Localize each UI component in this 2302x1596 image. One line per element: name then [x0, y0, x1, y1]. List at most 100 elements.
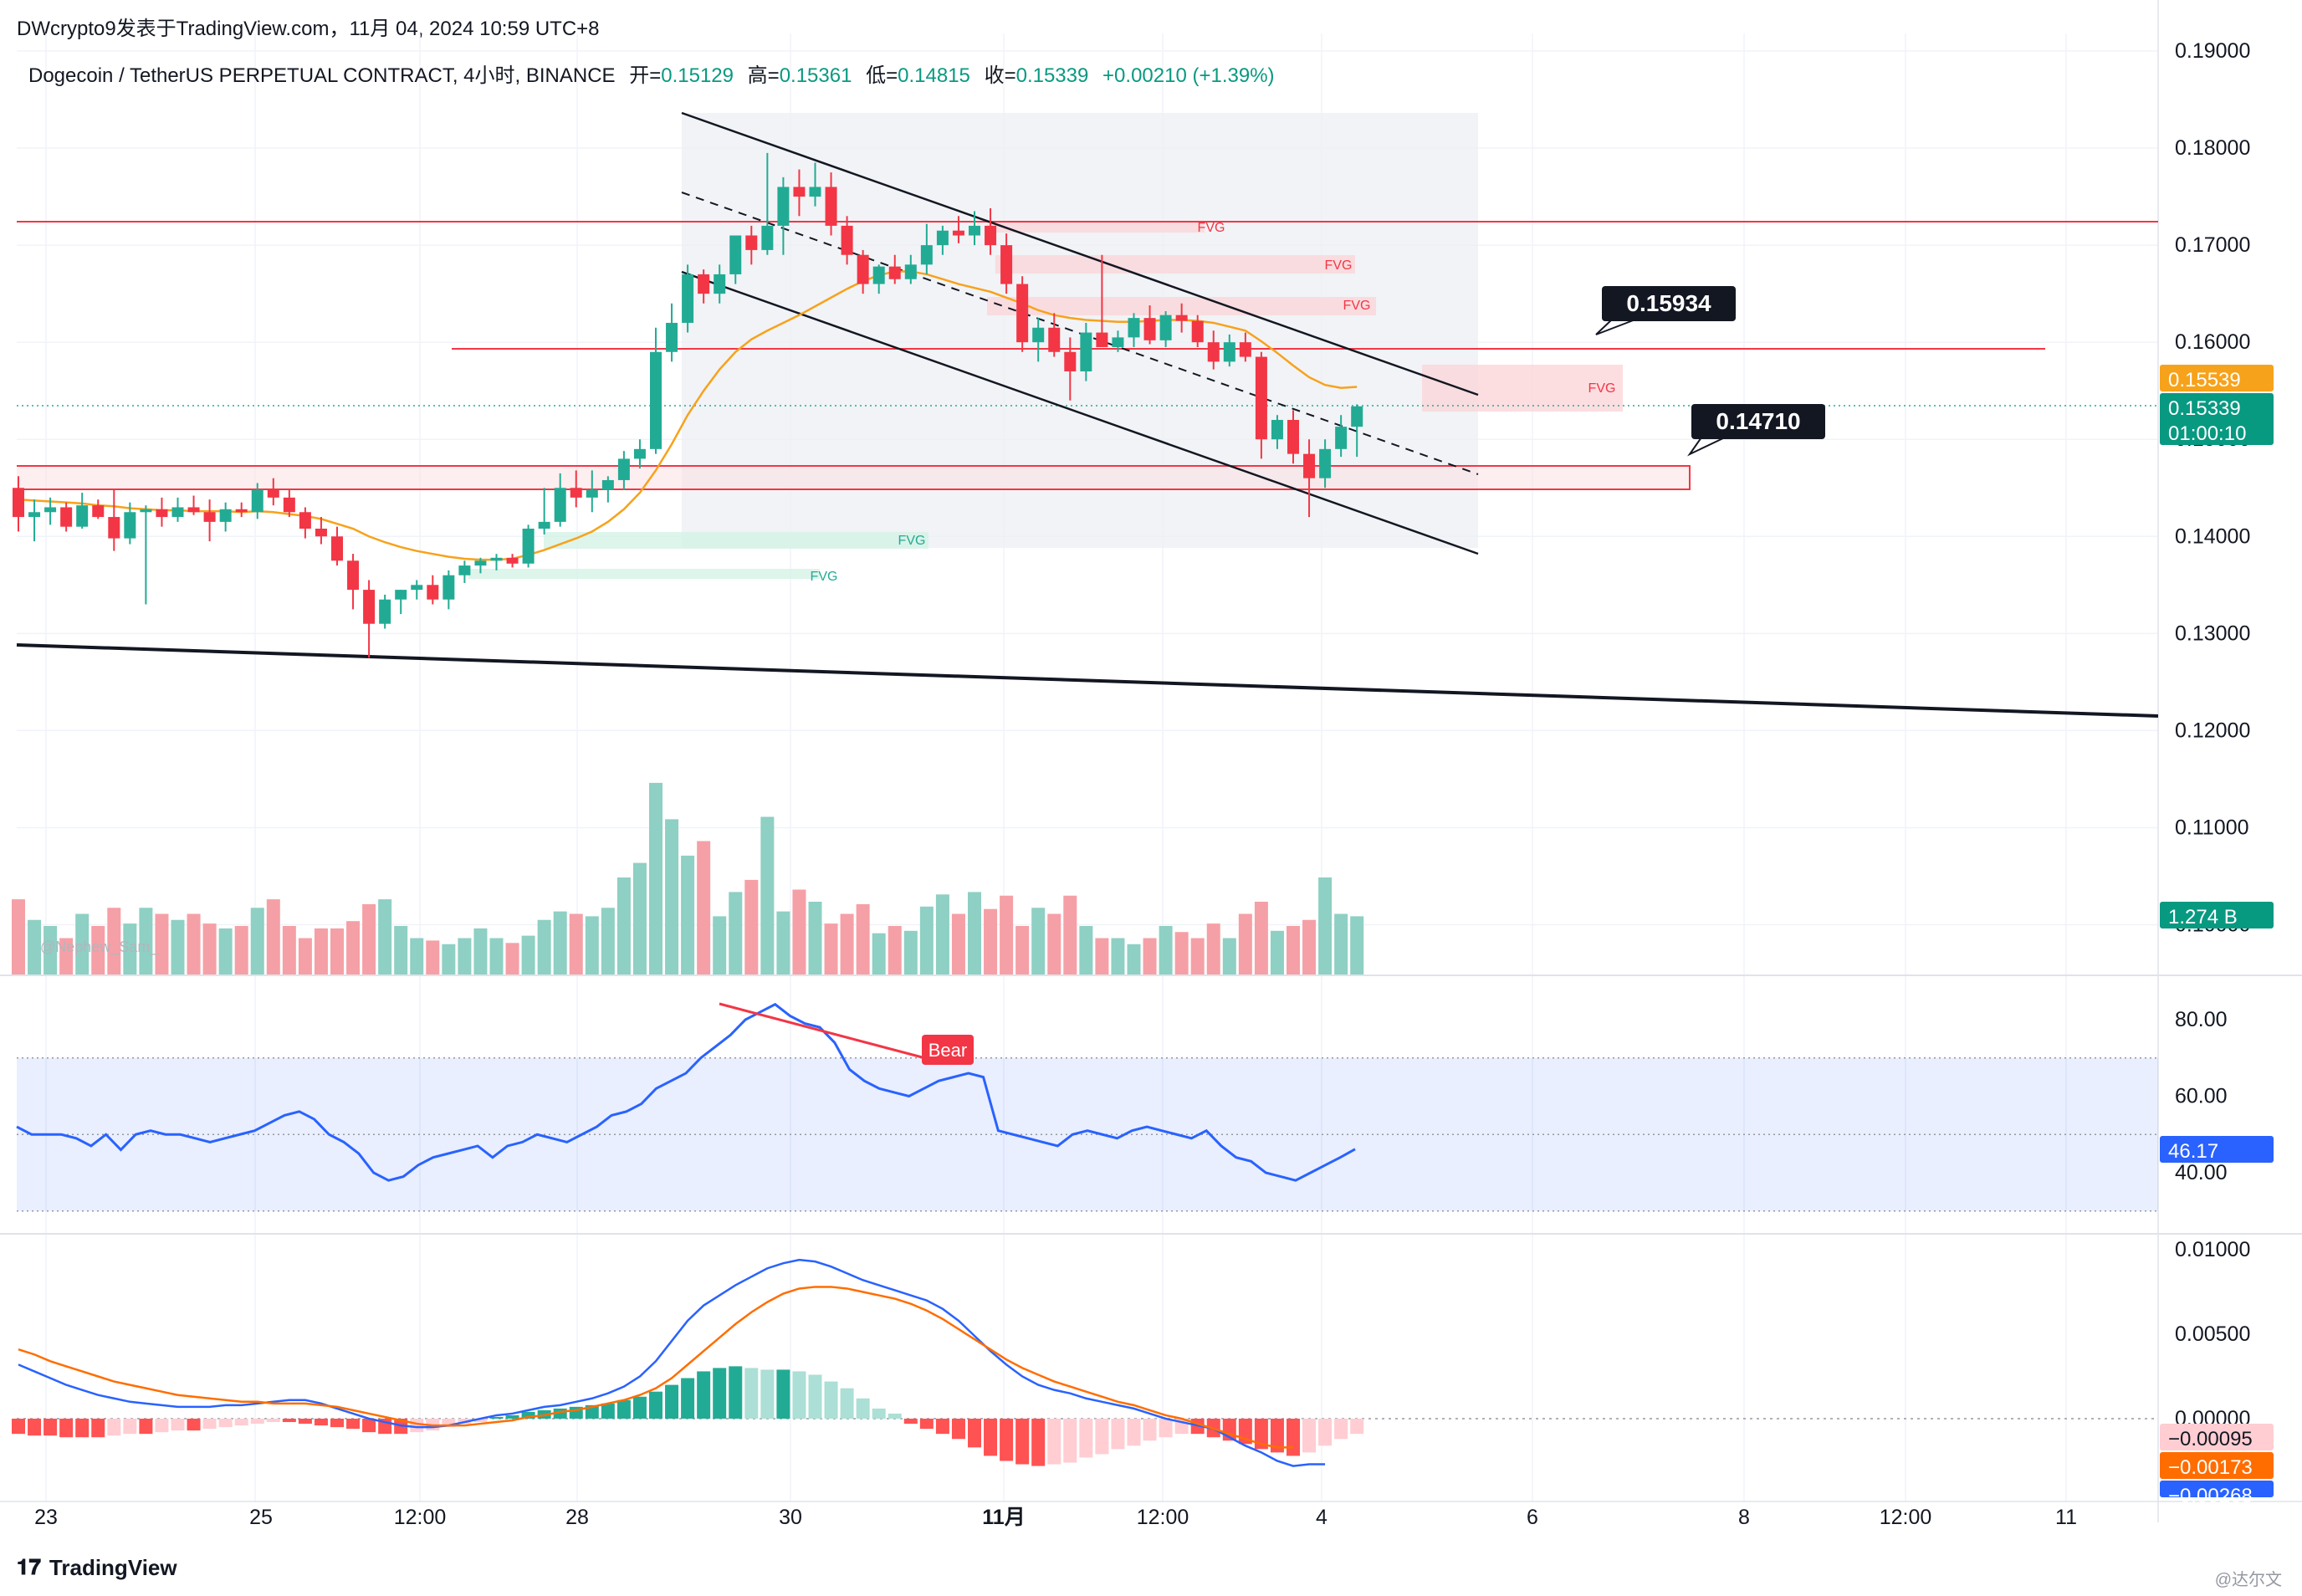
candle-body	[841, 225, 853, 255]
time-label-8: 6	[1527, 1506, 1538, 1529]
candle-body	[538, 521, 550, 529]
volume-bar	[1143, 938, 1157, 974]
macd-histogram-bar	[1159, 1419, 1173, 1438]
low-label: 低=	[866, 64, 898, 87]
candle-body	[1032, 327, 1045, 343]
candle-body	[698, 274, 710, 294]
volume-bar	[840, 913, 854, 974]
candle-body	[745, 235, 758, 250]
time-label-6: 12:00	[1137, 1506, 1189, 1529]
volume-bar	[1334, 913, 1348, 974]
volume-bar	[505, 943, 519, 974]
level-0.14710-box	[17, 465, 1691, 490]
macd-histogram-bar	[1079, 1419, 1093, 1458]
volume-bar	[43, 926, 58, 974]
volume-bar	[824, 923, 838, 974]
candle-body	[1207, 342, 1220, 362]
ma-badge-text-0: 0.15539	[2168, 369, 2241, 391]
volume-bar	[1222, 938, 1236, 974]
time-axis[interactable]: 23 25 12:00 28 30 11月 12:00 4 6 8 12:00 11	[34, 1506, 2077, 1529]
macd-histogram-bar	[505, 1414, 519, 1419]
macd-histogram-bar	[12, 1419, 25, 1435]
volume-bar	[697, 841, 711, 974]
candle-body	[1080, 332, 1092, 371]
price-tick-6: 0.13000	[2175, 622, 2250, 645]
candle-body	[267, 489, 279, 498]
volume-bar	[378, 899, 392, 974]
volume-bar	[1063, 895, 1077, 974]
candle-body	[395, 590, 407, 600]
candle-body	[633, 448, 646, 459]
macd-histogram-bar	[665, 1384, 679, 1419]
volume-bar	[1159, 926, 1173, 974]
volume-bar	[298, 938, 312, 974]
macd-histogram-bar	[984, 1419, 998, 1456]
macd-histogram-bar	[1318, 1419, 1333, 1446]
candle-body	[458, 565, 471, 575]
volume-bar	[1254, 902, 1268, 974]
candle-body	[140, 509, 152, 513]
candle-body	[888, 266, 901, 279]
macd-histogram-bar	[362, 1419, 376, 1433]
macd-histogram-bar	[903, 1419, 918, 1425]
volume-bar	[1000, 895, 1014, 974]
chart-labels: 0.15934 0.14710 FVG FVG FVG FVG FVG FVG @Nephew_…	[40, 221, 1825, 956]
rsi-line	[16, 1002, 1356, 1182]
price-axis[interactable]: 0.190000.180000.170000.160000.150000.140…	[2160, 39, 2274, 1507]
macd-badge-3-bg	[2160, 1481, 2274, 1497]
volume-bar	[632, 862, 647, 974]
volume-bar	[330, 928, 344, 974]
tradingview-logo[interactable]: 𝟏𝟕 TradingView	[17, 1554, 177, 1581]
candle-body	[714, 274, 726, 294]
time-label-10: 12:00	[1880, 1506, 1932, 1529]
price-badge-bg	[2160, 393, 2274, 445]
macd-histogram-bar	[713, 1368, 727, 1419]
price-tick-7: 0.12000	[2175, 719, 2250, 742]
volume-bar	[729, 892, 743, 974]
price-tick-8: 0.11000	[2175, 816, 2249, 839]
macd-histogram-bar	[1270, 1419, 1284, 1453]
rsi-tick-1: 60.00	[2175, 1085, 2228, 1108]
descending-channel[interactable]	[681, 111, 1479, 555]
candle-body	[761, 225, 774, 250]
time-label-11: 11	[2055, 1506, 2077, 1529]
bear-divergence-line	[719, 1002, 929, 1061]
volume-bar	[28, 919, 42, 974]
macd-histogram-bar	[1063, 1419, 1077, 1463]
volume-bar	[75, 913, 90, 974]
macd-histogram-bar	[442, 1419, 456, 1428]
candle-body	[1112, 337, 1124, 347]
candle-body	[60, 507, 73, 527]
macd-histogram-bar	[218, 1419, 233, 1428]
volume-bar	[473, 928, 488, 974]
volume-bar	[601, 908, 615, 974]
candle-body	[1351, 406, 1363, 427]
volume-bar	[585, 916, 599, 974]
candle-body	[411, 585, 423, 591]
candle-body	[76, 505, 89, 527]
open-value: 0.15129	[661, 64, 734, 87]
volume-bar	[1174, 932, 1189, 974]
macd-signal-line	[18, 1286, 1293, 1449]
fvg-zone-3	[1422, 365, 1623, 412]
fvg-zone-0	[987, 221, 1205, 233]
candle-body	[985, 225, 997, 246]
candles[interactable]	[13, 152, 1363, 658]
candle-body	[872, 266, 885, 284]
macd-pane	[12, 1258, 2158, 1467]
high-value: 0.15361	[779, 64, 852, 87]
candle-body	[1143, 318, 1156, 340]
macd-histogram-bar	[632, 1396, 647, 1419]
fvg-label-4: FVG	[898, 534, 926, 548]
macd-badge-1-bg	[2160, 1424, 2274, 1450]
candle-body	[809, 187, 821, 197]
candle-body	[13, 488, 24, 518]
volume-bar	[202, 923, 217, 974]
price-badge-text-1: 01:00:10	[2168, 422, 2246, 445]
callout-0.15934-text: 0.15934	[1626, 290, 1711, 316]
candle-body	[92, 505, 105, 518]
volume-bar	[776, 911, 790, 974]
candle-body	[1064, 351, 1077, 371]
low-value: 0.14815	[898, 64, 970, 87]
